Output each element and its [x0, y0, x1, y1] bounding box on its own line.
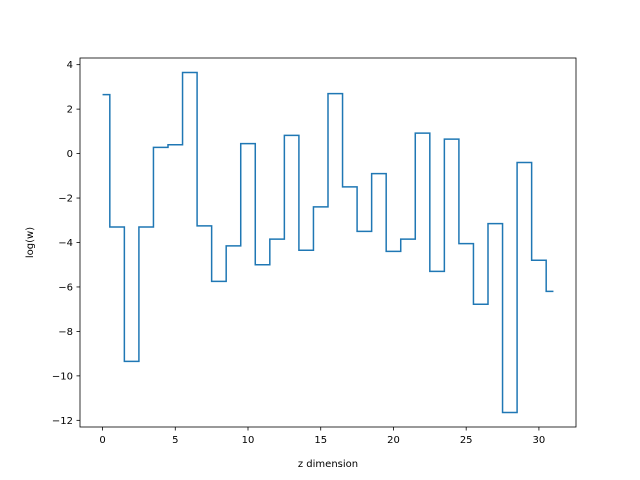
x-tick-label: 5: [172, 435, 178, 446]
x-tick-label: 20: [387, 435, 400, 446]
x-axis-label: z dimension: [298, 459, 358, 470]
x-tick-label: 30: [533, 435, 546, 446]
y-tick-label: 0: [67, 149, 73, 160]
x-tick-label: 10: [242, 435, 255, 446]
y-tick-label: 4: [67, 60, 73, 71]
x-axis-ticks: 0 5 10 15 20 25 30: [99, 427, 545, 446]
series-layer: [102, 71, 554, 414]
y-tick-label: 2: [67, 105, 73, 116]
y-tick-label: −12: [52, 416, 73, 427]
y-tick-label: −4: [58, 238, 73, 249]
x-tick-label: 25: [460, 435, 473, 446]
y-tick-label: −8: [58, 327, 73, 338]
y-tick-label: −2: [58, 194, 73, 205]
series-line-0: [102, 71, 554, 414]
x-tick-label: 0: [99, 435, 105, 446]
y-tick-label: −10: [52, 371, 73, 382]
y-axis-ticks: −12 −10 −8 −6 −4 −2 0 2 4: [52, 60, 80, 427]
x-tick-label: 15: [314, 435, 327, 446]
plot-frame: [79, 57, 577, 428]
y-axis-label: log(w): [25, 227, 36, 258]
y-tick-label: −6: [58, 282, 73, 293]
